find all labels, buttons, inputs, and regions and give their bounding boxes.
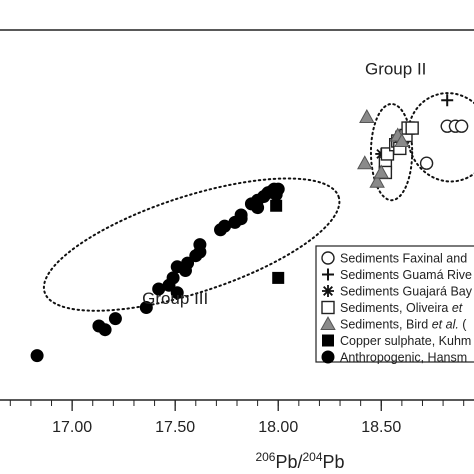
- x-tick-label: 18.00: [258, 419, 298, 436]
- data-point: [139, 301, 153, 314]
- x-tick-label: 17.00: [52, 419, 92, 436]
- data-point: [251, 201, 265, 215]
- legend-marker: [321, 350, 335, 364]
- legend-marker: [322, 285, 334, 297]
- data-point: [272, 271, 285, 284]
- legend: Sediments Faxinal and Sediments Guamá Riv…: [315, 245, 474, 365]
- x-axis-ticks: 17.00 17.50 18.00 18.50: [9, 400, 465, 436]
- data-point: [454, 119, 469, 133]
- series-plus: [441, 94, 454, 107]
- x-tick-label: 18.50: [361, 419, 401, 436]
- data-point: [170, 286, 184, 300]
- legend-marker: [322, 334, 334, 347]
- legend-marker: [321, 251, 335, 265]
- data-point: [394, 133, 410, 148]
- x-tick-label: 17.50: [155, 419, 195, 436]
- group-ii-ellipse: [369, 103, 414, 202]
- data-marks: [30, 94, 469, 363]
- group-annotations: Group II Group III: [142, 59, 426, 307]
- group-i-ellipse: [406, 92, 474, 183]
- series-triangle: [357, 109, 410, 188]
- legend-entry: Anthropogenic, Hansm: [340, 351, 467, 365]
- data-point: [357, 155, 373, 170]
- data-point: [441, 94, 454, 107]
- data-point: [419, 156, 434, 170]
- data-point: [108, 312, 122, 326]
- x-axis-label: 206Pb/204Pb: [255, 450, 344, 472]
- data-point: [181, 256, 195, 270]
- data-point: [405, 121, 419, 135]
- data-point: [234, 212, 248, 226]
- legend-entry: Sediments Guamá Rive: [340, 268, 472, 282]
- data-point: [359, 109, 375, 123]
- data-point: [98, 323, 112, 337]
- legend-entry: Sediments Guajará Bay: [340, 285, 473, 299]
- group-ellipses: [42, 92, 474, 312]
- data-point: [30, 349, 44, 363]
- group-iii-ellipse: [42, 177, 341, 312]
- series-circle-filled: [30, 182, 285, 363]
- data-point: [373, 164, 390, 179]
- legend-entry: Sediments, Oliveira et: [340, 301, 463, 315]
- data-point: [271, 182, 285, 196]
- legend-entry: Copper sulphate, Kuhm: [340, 334, 471, 348]
- legend-marker: [322, 268, 334, 281]
- group-label: Group II: [365, 59, 426, 78]
- legend-marker: [321, 300, 335, 315]
- data-point: [166, 271, 180, 285]
- data-point: [193, 245, 207, 259]
- series-square-filled: [270, 199, 285, 284]
- data-point: [369, 173, 385, 188]
- data-point: [270, 199, 283, 212]
- series-circle-open: [419, 119, 469, 170]
- legend-box: [315, 245, 474, 363]
- group-label: Group III: [142, 289, 208, 308]
- legend-entry: Sediments, Bird et al. (: [340, 318, 467, 332]
- legend-entry: Sediments Faxinal and: [340, 252, 467, 266]
- legend-marker: [320, 316, 336, 331]
